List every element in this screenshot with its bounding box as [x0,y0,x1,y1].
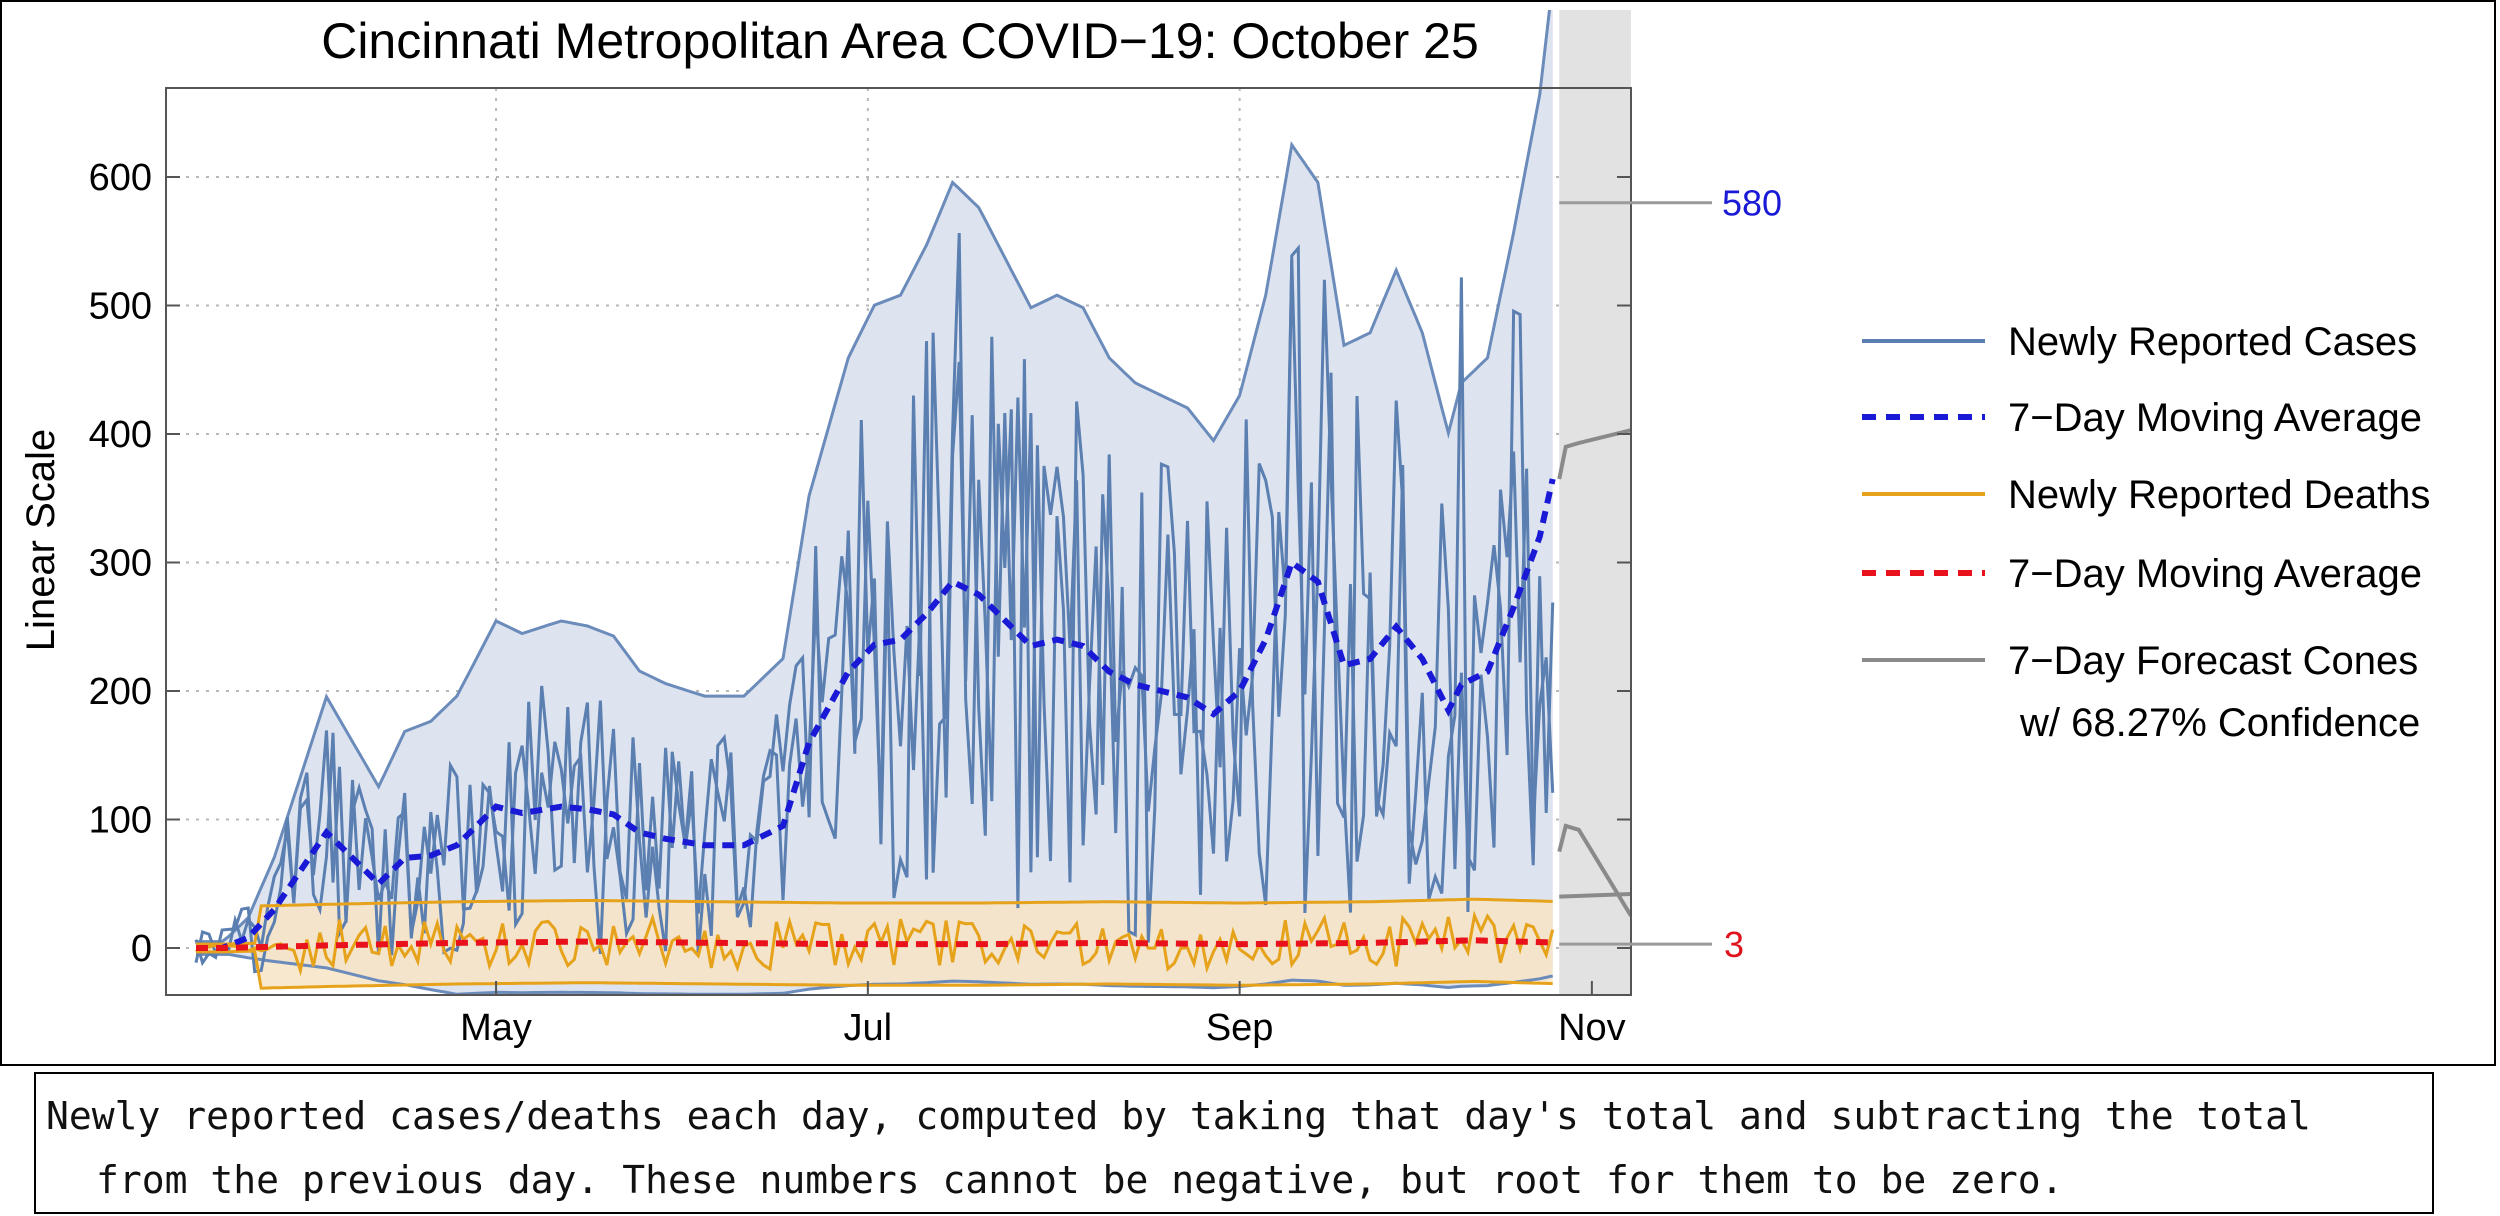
y-tick-label: 500 [89,286,152,328]
deaths-latest-label: 3 [1724,924,1744,965]
annotations: 580 3 [1559,183,1782,965]
plot-border [165,87,1632,996]
covid-chart: 0 100 200 300 400 500 600 May Jul Sep Nov Cincinna… [19,10,2430,1049]
legend: Newly Reported Cases 7−Day Moving Average… [1862,320,2430,745]
data-lines [194,10,1631,995]
deaths-band-upper-line [196,897,1553,946]
deaths-band-lower-line [196,949,1553,990]
y-axis-label: Linear Scale [19,429,63,651]
chart-title: Cincinnati Metropolitan Area COVID−19: O… [321,13,1479,69]
x-tick-label: May [460,1007,532,1049]
legend-label: 7−Day Moving Average [2008,396,2422,440]
y-tick-label: 300 [89,543,152,585]
chart-frame [0,0,2496,1066]
forecast-region [1559,10,1631,995]
y-tick-label: 400 [89,414,152,456]
x-tick-label: Sep [1206,1007,1274,1049]
forecast-deaths-upper [1559,892,1631,899]
legend-label: 7−Day Forecast Cones [2008,639,2418,683]
caption-line-1: Newly reported cases/deaths each day, co… [46,1094,2311,1138]
y-tick-label: 600 [89,157,152,199]
x-tick-label: Jul [844,1007,893,1049]
caption-line-2: from the previous day. These numbers can… [96,1158,2064,1202]
cases-latest-label: 580 [1722,183,1782,224]
deaths-series-line [194,910,1555,977]
cases-moving-average [196,478,1556,951]
legend-label: Newly Reported Deaths [2008,473,2430,517]
legend-confidence-label: w/ 68.27% Confidence [2019,701,2420,745]
y-tick-label: 0 [131,928,152,970]
axes: 0 100 200 300 400 500 600 May Jul Sep Nov [89,157,1631,1049]
deaths-confidence-band [196,899,1553,989]
cases-confidence-band [196,10,1553,995]
forecast-cone-upper [1557,428,1631,480]
cases-band-upper-line [196,10,1551,944]
forecast-cone-lower [1557,823,1631,917]
x-tick-label: Nov [1558,1007,1626,1049]
y-tick-label: 100 [89,800,152,842]
y-tick-label: 200 [89,671,152,713]
deaths-moving-average [196,937,1553,951]
legend-label: Newly Reported Cases [2008,320,2417,364]
cases-series-line [194,232,1555,974]
legend-label: 7−Day Moving Average [2008,552,2422,596]
confidence-bands [196,10,1631,995]
caption: Newly reported cases/deaths each day, co… [34,1072,2434,1214]
